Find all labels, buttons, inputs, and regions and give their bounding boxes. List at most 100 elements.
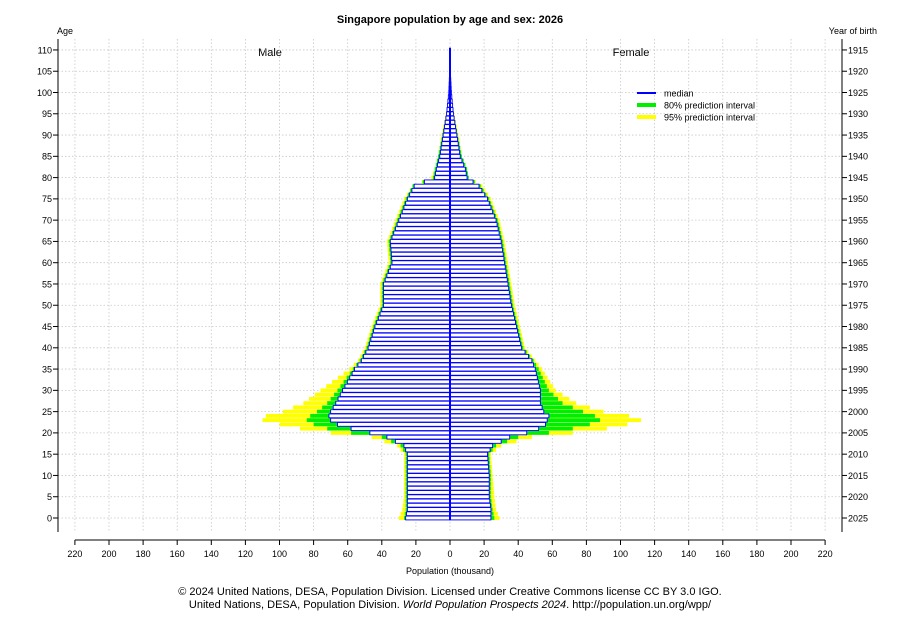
- male-median-bar: [330, 417, 451, 423]
- year-tick-label: 1965: [848, 258, 868, 268]
- year-tick-label: 1980: [848, 322, 868, 332]
- male-median-bar: [411, 188, 451, 193]
- male-80-interval-bar: [337, 388, 346, 393]
- female-median-bar: [449, 192, 486, 197]
- footer-publication-title: World Population Prospects 2024: [402, 599, 567, 611]
- female-median-bar: [449, 451, 488, 457]
- female-median-bar: [449, 464, 489, 470]
- male-80-interval-bar: [391, 439, 398, 444]
- year-tick-label: 1985: [848, 343, 868, 353]
- female-median-bar: [449, 366, 536, 372]
- male-median-bar: [346, 379, 451, 385]
- female-median-bar: [449, 417, 548, 423]
- male-median-bar: [413, 183, 451, 189]
- male-median-bar: [383, 281, 451, 287]
- male-median-bar: [390, 243, 451, 249]
- male-95-interval-bar: [282, 409, 345, 414]
- male-median-bar: [406, 456, 451, 461]
- male-median-bar: [391, 260, 451, 266]
- female-median-bar: [449, 268, 507, 274]
- x-axis-label: Population (thousand): [406, 566, 494, 576]
- male-80-interval-bar: [322, 405, 340, 410]
- male-median-bar: [339, 392, 451, 397]
- male-median-bar: [406, 460, 451, 466]
- male-median-bar: [371, 332, 451, 338]
- male-95-interval-bar: [337, 375, 354, 380]
- male-median-bar: [434, 175, 451, 180]
- male-median-bar: [350, 426, 451, 432]
- male-80-interval-bar: [346, 375, 352, 380]
- female-80-interval-bar: [490, 443, 497, 448]
- age-tick-label: 30: [42, 386, 52, 396]
- age-tick-label: 75: [42, 194, 52, 204]
- age-tick-label: 80: [42, 173, 52, 183]
- x-tick-label: 0: [447, 549, 452, 559]
- age-tick-label: 10: [42, 471, 52, 481]
- female-median-bar: [449, 400, 541, 406]
- male-median-bar: [437, 162, 451, 168]
- male-median-bar: [357, 362, 451, 368]
- female-median-bar: [449, 481, 490, 487]
- female-median-bar: [449, 132, 458, 138]
- age-tick-label: 25: [42, 407, 52, 417]
- female-median-bar: [449, 290, 510, 295]
- female-median-bar: [449, 447, 491, 453]
- male-95-interval-bar: [262, 418, 348, 423]
- male-median-bar: [406, 511, 451, 517]
- age-tick-label: 95: [42, 109, 52, 119]
- male-median-bar: [405, 200, 451, 206]
- legend-label-median: median: [664, 89, 694, 99]
- male-95-interval-bar: [293, 405, 345, 410]
- x-tick-label: 120: [238, 549, 253, 559]
- x-tick-label: 220: [818, 549, 833, 559]
- female-median-bar: [449, 324, 517, 329]
- x-tick-label: 200: [101, 549, 116, 559]
- male-95-interval-bar: [265, 413, 345, 418]
- year-tick-label: 1970: [848, 279, 868, 289]
- x-tick-label: 80: [309, 549, 319, 559]
- female-80-interval-bar: [527, 401, 563, 406]
- female-median-bar: [449, 413, 550, 419]
- male-median-bar: [351, 370, 451, 376]
- female-median-bar: [449, 477, 490, 483]
- female-median-bar: [449, 494, 490, 500]
- year-tick-label: 2000: [848, 407, 868, 417]
- year-tick-label: 2010: [848, 449, 868, 459]
- x-tick-label: 80: [581, 549, 591, 559]
- female-80-interval-bar: [497, 439, 508, 444]
- female-80-interval-bar: [518, 426, 573, 431]
- male-median-bar: [406, 481, 451, 487]
- female-median-bar: [449, 358, 533, 363]
- female-median-bar: [449, 485, 490, 491]
- year-tick-label: 1950: [848, 194, 868, 204]
- male-median-bar: [335, 400, 451, 406]
- female-median-bar: [449, 507, 492, 512]
- male-median-bar: [398, 217, 451, 223]
- female-median-bar: [449, 153, 461, 159]
- male-median-bar: [409, 192, 451, 197]
- female-median-bar: [449, 315, 515, 321]
- female-median-bar: [449, 183, 480, 189]
- legend-label-95: 95% prediction interval: [664, 113, 755, 123]
- female-median-bar: [449, 473, 490, 478]
- legend: median 80% prediction interval 95% predi…: [637, 89, 755, 123]
- male-95-interval-bar: [309, 396, 346, 401]
- y-axis-label: Age: [57, 26, 73, 36]
- male-median-bar: [405, 447, 451, 453]
- male-median-bar: [344, 383, 451, 389]
- female-80-interval-bar: [521, 413, 595, 418]
- female-median-bar: [449, 439, 502, 444]
- year-tick-label: 1955: [848, 215, 868, 225]
- male-median-bar: [403, 205, 451, 210]
- y2-axis-label: Year of birth: [829, 26, 877, 36]
- male-median-bar: [369, 341, 451, 346]
- male-median-bar: [388, 268, 451, 274]
- female-median-bar: [449, 166, 466, 172]
- female-median-bar: [449, 460, 489, 466]
- year-tick-label: 1925: [848, 88, 868, 98]
- male-median-bar: [401, 209, 451, 215]
- female-80-interval-bar: [513, 430, 549, 435]
- female-median-bar: [449, 383, 540, 389]
- male-median-bar: [394, 439, 451, 444]
- male-95-interval-bar: [303, 401, 345, 406]
